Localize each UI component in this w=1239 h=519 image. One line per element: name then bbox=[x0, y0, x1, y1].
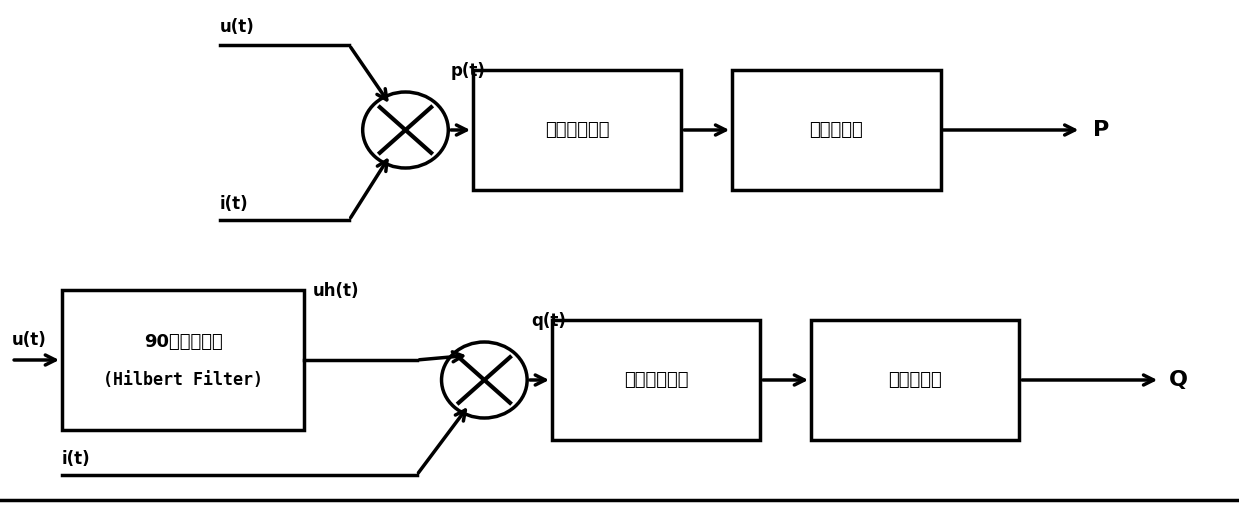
Text: 90度相移环节: 90度相移环节 bbox=[144, 333, 223, 351]
Text: i(t): i(t) bbox=[219, 195, 248, 213]
Circle shape bbox=[441, 342, 527, 418]
Text: q(t): q(t) bbox=[532, 312, 566, 330]
Text: u(t): u(t) bbox=[11, 331, 46, 349]
Text: p(t): p(t) bbox=[451, 62, 486, 80]
Text: 多点取平均: 多点取平均 bbox=[888, 371, 942, 389]
Text: Q: Q bbox=[1170, 370, 1188, 390]
Text: i(t): i(t) bbox=[62, 450, 90, 468]
Text: 低通滤波环节: 低通滤波环节 bbox=[624, 371, 689, 389]
Bar bbox=[551, 320, 761, 440]
Text: (Hilbert Filter): (Hilbert Filter) bbox=[103, 371, 263, 389]
Text: 低通滤波环节: 低通滤波环节 bbox=[545, 121, 610, 139]
Text: uh(t): uh(t) bbox=[313, 282, 359, 300]
Bar bbox=[473, 70, 681, 190]
Circle shape bbox=[363, 92, 449, 168]
Text: u(t): u(t) bbox=[219, 18, 254, 36]
Text: 多点取平均: 多点取平均 bbox=[809, 121, 864, 139]
Bar bbox=[812, 320, 1020, 440]
Text: P: P bbox=[1093, 120, 1109, 140]
Bar bbox=[62, 290, 304, 430]
Bar bbox=[732, 70, 940, 190]
